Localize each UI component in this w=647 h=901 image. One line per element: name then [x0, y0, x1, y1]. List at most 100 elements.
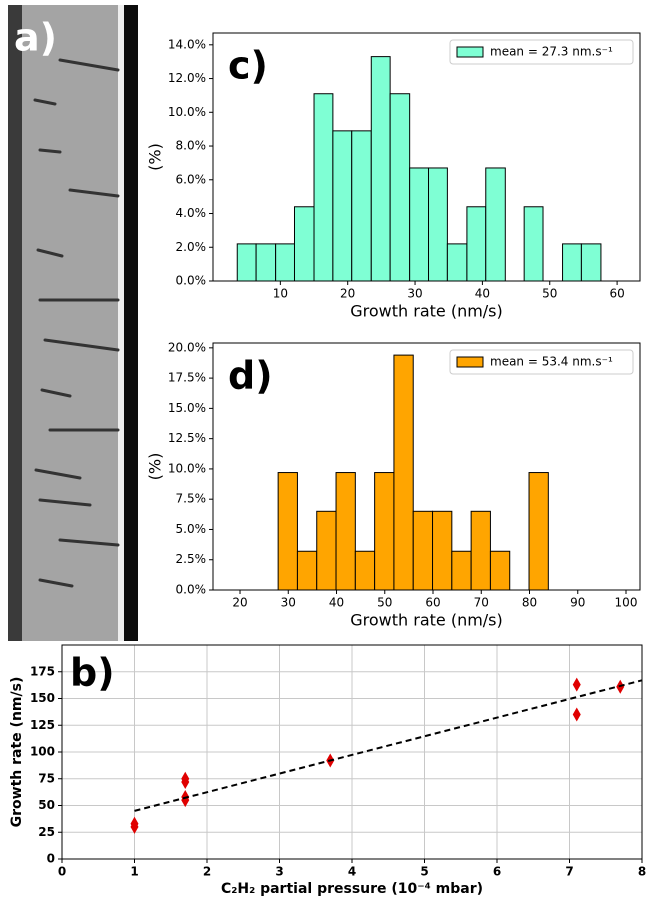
- panel-label: b): [70, 651, 115, 695]
- histogram-bar: [485, 167, 506, 282]
- y-tick-label: 20.0%: [168, 340, 206, 354]
- y-tick-label: 12.5%: [168, 431, 206, 445]
- y-tick-label: 12.0%: [168, 71, 206, 85]
- x-tick-label: 10: [273, 287, 288, 301]
- histogram-bar: [428, 167, 448, 282]
- legend-box: [449, 349, 634, 375]
- y-tick-label: 5.0%: [176, 522, 207, 536]
- x-tick-label: 5: [420, 865, 428, 879]
- histogram-bar: [446, 243, 468, 282]
- histogram-bar: [236, 243, 257, 282]
- x-tick-label: 50: [542, 287, 557, 301]
- histogram-bar: [562, 243, 582, 282]
- x-tick-label: 90: [570, 596, 585, 610]
- histogram-bar: [466, 206, 487, 282]
- x-tick-label: 60: [425, 596, 440, 610]
- y-axis-label: Growth rate (nm/s): [9, 677, 25, 828]
- histogram-bar: [432, 510, 453, 591]
- micrograph: [8, 5, 138, 641]
- y-tick-label: 10.0%: [168, 105, 206, 119]
- panel-label: a): [14, 16, 57, 60]
- y-tick-label: 14.0%: [168, 37, 206, 51]
- x-tick-label: 50: [377, 596, 392, 610]
- y-tick-label: 150: [30, 691, 55, 705]
- histogram-bar: [316, 510, 337, 591]
- x-tick-label: 2: [203, 865, 211, 879]
- y-tick-label: 15.0%: [168, 401, 206, 415]
- histogram-bar: [351, 130, 372, 282]
- histogram-bar: [275, 243, 295, 282]
- x-tick-label: 30: [281, 596, 296, 610]
- y-tick-label: 0.0%: [176, 583, 207, 597]
- legend-box: [449, 39, 634, 65]
- y-tick-label: 100: [30, 745, 55, 759]
- histogram-bar: [470, 510, 491, 591]
- x-axis-label: Growth rate (nm/s): [350, 302, 503, 321]
- y-tick-label: 0: [47, 852, 55, 866]
- y-tick-label: 17.5%: [168, 371, 206, 385]
- histogram-bar: [580, 243, 602, 282]
- histogram-bar: [393, 354, 414, 591]
- histogram-bar: [409, 167, 430, 282]
- y-tick-label: 10.0%: [168, 461, 206, 475]
- y-tick-label: 4.0%: [176, 206, 207, 220]
- legend-swatch: [456, 356, 484, 368]
- x-tick-label: 20: [340, 287, 355, 301]
- y-tick-label: 2.5%: [176, 552, 207, 566]
- y-tick-label: 75: [38, 771, 55, 785]
- x-tick-label: 7: [565, 865, 573, 879]
- histogram-bar: [296, 550, 318, 591]
- x-tick-label: 20: [232, 596, 247, 610]
- y-tick-label: 8.0%: [176, 139, 207, 153]
- histogram-bar: [277, 472, 298, 591]
- y-axis-label: (%): [146, 453, 165, 481]
- data-point: [572, 677, 581, 692]
- axes-frame: [61, 644, 643, 860]
- x-tick-label: 8: [638, 865, 646, 879]
- y-tick-label: 6.0%: [176, 172, 207, 186]
- histogram-bar: [354, 550, 376, 591]
- x-tick-label: 60: [609, 287, 624, 301]
- x-tick-label: 40: [475, 287, 490, 301]
- histogram-bar: [412, 510, 434, 591]
- image-edge: [8, 5, 22, 641]
- histogram-bar: [255, 243, 277, 282]
- image-streaks: [33, 58, 120, 588]
- axes-frame: [212, 342, 641, 591]
- y-tick-label: 2.0%: [176, 240, 207, 254]
- histogram-bar: [451, 550, 472, 591]
- histogram-bar: [293, 206, 315, 282]
- x-tick-label: 100: [615, 596, 638, 610]
- histogram-bar: [313, 93, 334, 282]
- histogram-bar: [374, 472, 395, 591]
- histogram-bar: [335, 472, 356, 591]
- panel-label: c): [228, 44, 268, 88]
- y-tick-label: 7.5%: [176, 492, 207, 506]
- histogram-bar: [528, 472, 549, 591]
- image-bright-edge: [118, 5, 124, 641]
- data-point: [572, 707, 581, 722]
- histogram-bar: [489, 550, 511, 591]
- y-tick-label: 0.0%: [176, 274, 207, 288]
- histogram-bar: [332, 130, 353, 282]
- x-tick-label: 4: [348, 865, 356, 879]
- x-tick-label: 1: [130, 865, 138, 879]
- histogram-bar: [523, 206, 544, 282]
- panel-label: d): [228, 354, 273, 398]
- data-point: [130, 819, 139, 834]
- x-tick-label: 80: [522, 596, 537, 610]
- legend-label: mean = 53.4 nm.s⁻¹: [490, 355, 613, 369]
- x-tick-label: 30: [407, 287, 422, 301]
- x-tick-label: 70: [474, 596, 489, 610]
- x-tick-label: 6: [493, 865, 501, 879]
- image-dark-band: [124, 5, 138, 641]
- data-point: [181, 774, 190, 789]
- x-axis-label: Growth rate (nm/s): [350, 611, 503, 630]
- x-tick-label: 3: [275, 865, 283, 879]
- image-layer: [22, 5, 120, 641]
- x-axis-label: C₂H₂ partial pressure (10⁻⁴ mbar): [221, 881, 483, 897]
- y-tick-label: 125: [30, 718, 55, 732]
- y-axis-label: (%): [146, 143, 165, 171]
- legend-label: mean = 27.3 nm.s⁻¹: [490, 45, 613, 59]
